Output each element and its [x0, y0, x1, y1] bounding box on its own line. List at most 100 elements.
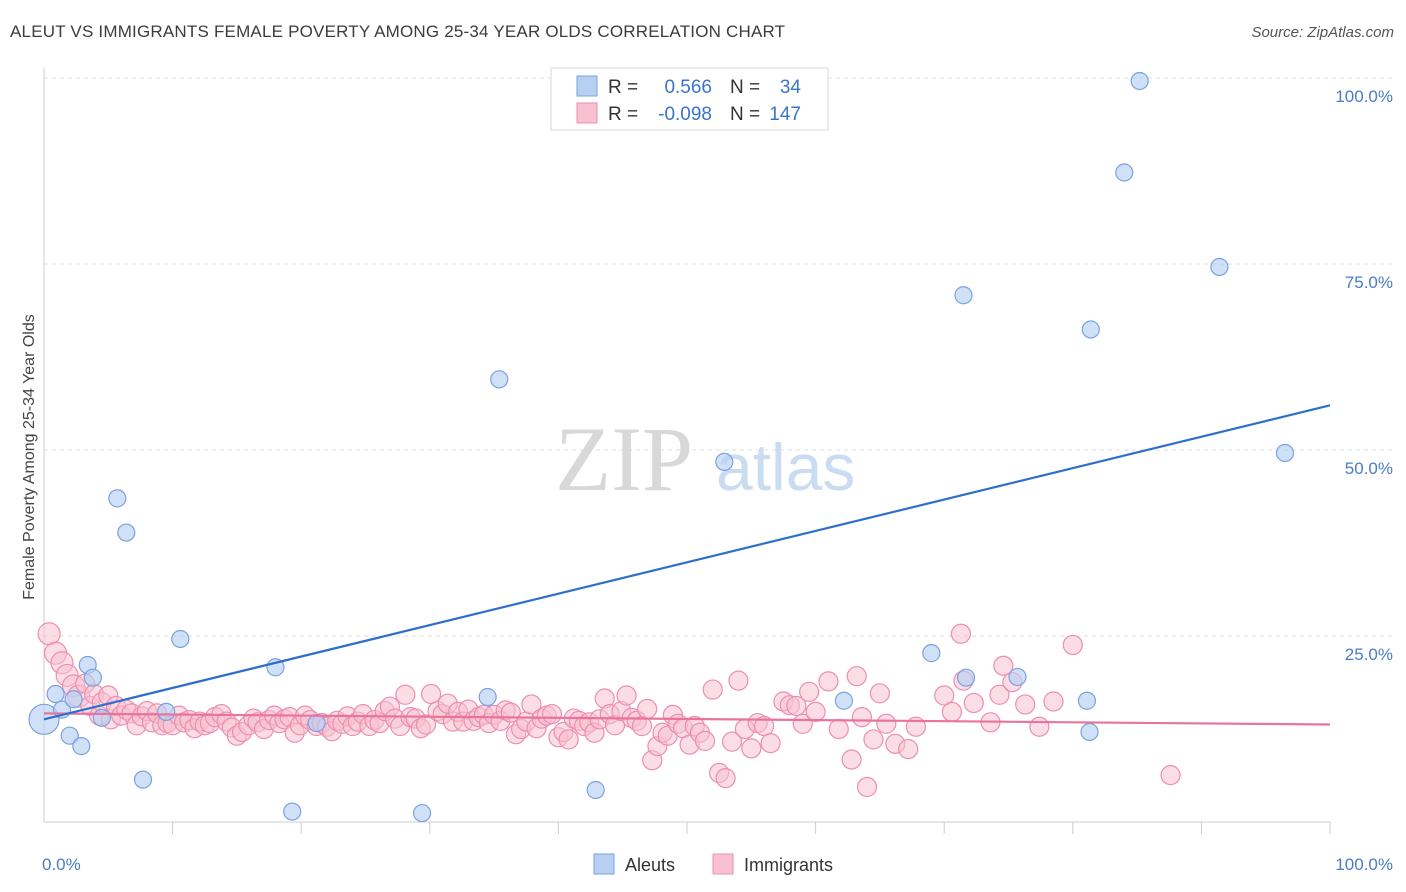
aleuts-point-34 — [1275, 443, 1295, 463]
immigrants-point-153 — [898, 738, 919, 760]
aleuts-point-11 — [117, 523, 136, 542]
legend-r-value-2: -0.098 — [658, 104, 712, 125]
aleuts-point-32 — [1130, 71, 1149, 91]
x-tick-label-start: 0.0% — [42, 855, 81, 874]
aleuts-point-33 — [1210, 257, 1229, 277]
immigrants-point-155 — [934, 685, 955, 706]
aleuts-point-24 — [922, 644, 941, 663]
immigrants-point-111 — [616, 685, 637, 706]
legend: R = 0.566 N = 34 R = -0.098 N = 147 — [550, 67, 829, 131]
legend-n-value-2: 147 — [769, 104, 801, 125]
immigrants-point-97 — [541, 704, 563, 725]
immigrants-point-145 — [841, 749, 862, 770]
aleuts-point-9 — [92, 708, 111, 727]
immigrants-point-133 — [741, 738, 762, 759]
immigrants-point-131 — [728, 670, 749, 691]
series-legend: Aleuts Immigrants — [593, 853, 833, 875]
aleuts-point-18 — [412, 803, 432, 823]
aleuts-point-19 — [478, 687, 497, 707]
immigrants-point-156 — [941, 701, 963, 722]
immigrants-point-130 — [721, 731, 743, 752]
immigrants-point-146 — [846, 666, 867, 687]
source-label: Source: ZipAtlas.com — [1251, 24, 1394, 41]
aleuts-trend-line — [43, 404, 1331, 721]
immigrants-point-150 — [869, 683, 891, 704]
y-tick-label-3: 75.0% — [1345, 273, 1393, 292]
legend-swatch-aleuts — [576, 75, 598, 97]
immigrants-point-143 — [818, 671, 839, 692]
trend-lines — [43, 404, 1331, 726]
x-tick-label-end: 100.0% — [1335, 855, 1393, 874]
grid — [44, 77, 1392, 637]
legend-r-label-1: R = — [608, 77, 638, 98]
immigrants-point-100 — [558, 729, 579, 750]
aleuts-point-29 — [1080, 722, 1099, 742]
immigrants-point-144 — [828, 718, 849, 740]
aleuts-point-27 — [1008, 667, 1027, 687]
aleuts-point-4 — [60, 726, 79, 745]
chart-title: ALEUT VS IMMIGRANTS FEMALE POVERTY AMONG… — [10, 22, 786, 41]
immigrants-point-162 — [993, 655, 1014, 676]
watermark: ZIP atlas — [555, 408, 855, 510]
legend-swatch-immigrants — [576, 102, 598, 124]
aleuts-point-12 — [133, 770, 153, 789]
series-legend-aleuts: Aleuts — [625, 855, 675, 875]
immigrants-point-157 — [950, 623, 972, 644]
immigrants-point-165 — [1029, 716, 1050, 737]
immigrants-point-136 — [760, 733, 781, 754]
immigrants-point-1 — [37, 622, 61, 646]
immigrants-point-149 — [863, 729, 884, 750]
immigrants-point-151 — [876, 713, 897, 734]
aleuts-point-23 — [834, 691, 853, 710]
series-legend-swatch-aleuts — [593, 853, 615, 875]
aleuts-point-16 — [283, 802, 302, 821]
aleuts-point-30 — [1081, 320, 1100, 339]
legend-n-label-2: N = — [730, 104, 760, 125]
immigrants-point-69 — [395, 684, 416, 705]
immigrants-point-141 — [799, 681, 820, 702]
aleuts-point-10 — [108, 489, 127, 508]
aleuts-point-5 — [64, 690, 83, 709]
watermark-zip: ZIP — [555, 408, 693, 510]
aleuts-points — [28, 71, 1295, 823]
tick-labels: 25.0% 50.0% 75.0% 100.0% 0.0% 100.0% — [42, 87, 1393, 874]
legend-r-value-1: 0.566 — [664, 77, 712, 98]
immigrants-point-126 — [694, 730, 716, 752]
immigrants-point-115 — [637, 698, 658, 720]
aleuts-point-2 — [46, 684, 65, 704]
immigrants-point-127 — [702, 679, 723, 700]
immigrants-point-161 — [989, 684, 1010, 705]
aleuts-point-20 — [490, 370, 509, 389]
immigrants-point-159 — [963, 692, 984, 714]
aleuts-point-8 — [83, 668, 102, 687]
immigrants-point-148 — [856, 776, 878, 798]
axes — [43, 68, 1331, 834]
immigrants-point-166 — [1043, 691, 1064, 712]
immigrants-point-142 — [805, 701, 826, 722]
aleuts-point-25 — [954, 286, 973, 305]
immigrants-point-168 — [1160, 765, 1181, 786]
immigrants-point-73 — [415, 714, 437, 735]
aleuts-point-28 — [1077, 691, 1097, 710]
immigrants-points — [37, 622, 1181, 798]
legend-r-label-2: R = — [608, 104, 638, 125]
aleuts-point-21 — [586, 780, 605, 800]
immigrants-point-139 — [786, 695, 807, 717]
y-tick-label-2: 50.0% — [1345, 459, 1393, 478]
aleuts-point-13 — [157, 702, 176, 721]
immigrants-point-129 — [715, 768, 736, 789]
aleuts-point-22 — [715, 452, 734, 472]
series-legend-immigrants: Immigrants — [744, 855, 833, 875]
aleuts-point-17 — [307, 713, 326, 733]
legend-n-value-1: 34 — [780, 77, 802, 98]
aleuts-point-26 — [956, 668, 976, 687]
aleuts-point-6 — [72, 737, 91, 756]
immigrants-point-147 — [851, 706, 872, 728]
immigrants-point-164 — [1015, 694, 1036, 715]
immigrants-point-74 — [420, 683, 442, 705]
immigrants-point-93 — [521, 694, 542, 715]
immigrants-trend-line — [43, 712, 1331, 726]
immigrants-point-167 — [1062, 634, 1083, 656]
watermark-atlas: atlas — [716, 430, 855, 504]
